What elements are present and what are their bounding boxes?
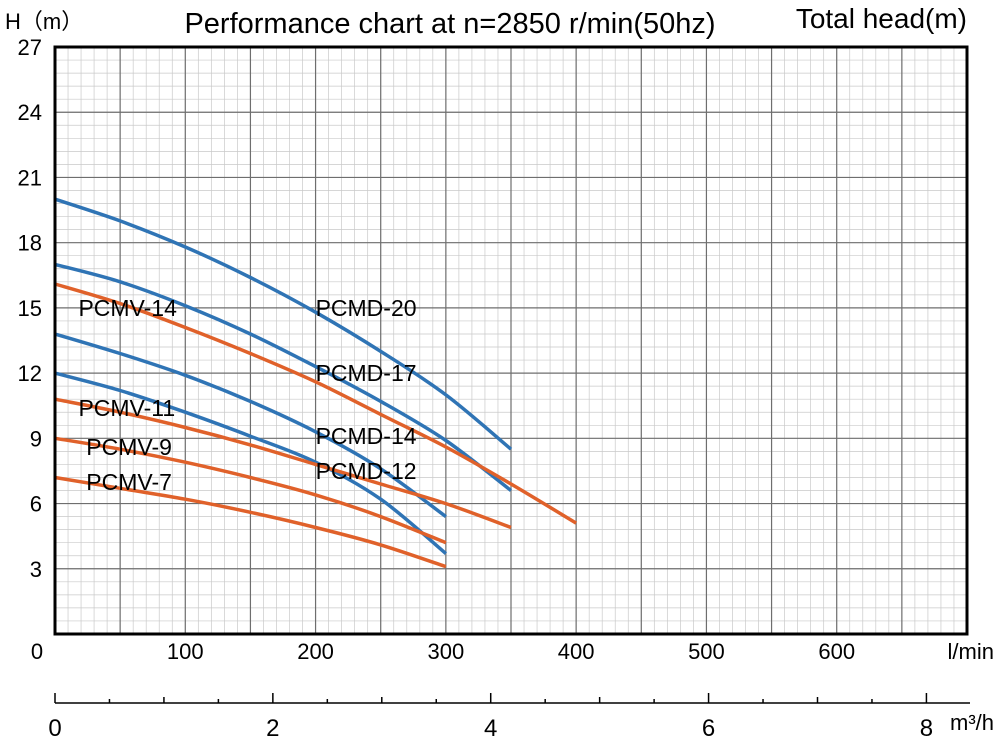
x-tick-label: 100: [167, 639, 204, 664]
series-line-pcmd-20: [54, 197, 513, 451]
x-tick-label: 600: [818, 639, 855, 664]
secondary-x-tick-label: 8: [920, 715, 933, 742]
series-line-pcmv-9: [54, 436, 447, 545]
major-grid: [54, 46, 968, 635]
series-line-pcmv-7: [54, 475, 447, 569]
x-tick-label: 200: [297, 639, 334, 664]
series-line-pcmd-14: [54, 332, 447, 519]
secondary-x-tick-label: 2: [266, 715, 279, 742]
series-label-pcmd-17: PCMD-17: [316, 360, 417, 386]
secondary-x-tick-label: 0: [48, 715, 61, 742]
y-tick-label: 15: [18, 296, 42, 321]
y-tick-label: 9: [30, 426, 42, 451]
plot-frame: [53, 45, 969, 636]
series-label-pcmv-11: PCMV-11: [78, 395, 175, 421]
series-line-pcmv-11: [54, 397, 512, 530]
series-label-pcmd-14: PCMD-14: [316, 423, 417, 449]
x-tick-label: 300: [427, 639, 464, 664]
x-axis-label: l/min: [948, 639, 994, 664]
y-axis-label-right: Total head(m): [796, 3, 967, 34]
secondary-x-tick-label: 4: [484, 715, 497, 742]
y-axis-label-left: H（m）: [5, 9, 83, 34]
series-line-pcmv-14: [54, 282, 578, 525]
y-tick-label: 18: [18, 231, 42, 256]
x-tick-label: 0: [31, 639, 43, 664]
y-tick-label: 24: [18, 100, 42, 125]
y-tick-label: 12: [18, 361, 42, 386]
series-label-pcmv-9: PCMV-9: [86, 434, 172, 460]
secondary-x-axis-label: m³/h: [950, 710, 994, 735]
series-label-pcmv-7: PCMV-7: [86, 469, 172, 495]
series-lines: [54, 197, 578, 569]
chart-title: Performance chart at n=2850 r/min(50hz): [184, 8, 715, 40]
y-tick-label: 21: [18, 165, 42, 190]
x-tick-label: 500: [688, 639, 725, 664]
series-label-pcmd-12: PCMD-12: [316, 458, 417, 484]
series-line-pcmd-12: [54, 371, 448, 555]
y-tick-label: 27: [18, 35, 42, 60]
secondary-x-tick-label: 6: [702, 715, 715, 742]
series-label-pcmd-20: PCMD-20: [316, 295, 417, 321]
y-tick-label: 6: [30, 492, 42, 517]
y-tick-label: 3: [30, 557, 42, 582]
series-labels: PCMD-20 PCMD-17 PCMV-14 PCMD-14 PCMD-12 PCMV-…: [78, 295, 416, 495]
x-tick-label: 400: [558, 639, 595, 664]
series-label-pcmv-14: PCMV-14: [78, 295, 177, 321]
series-line-pcmd-17: [54, 262, 513, 492]
